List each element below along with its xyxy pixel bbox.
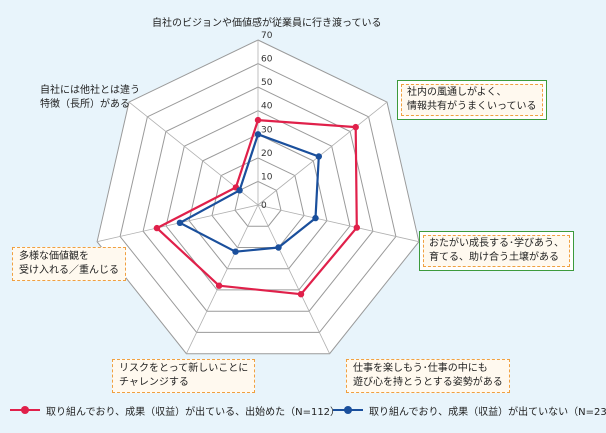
tick-label-50: 50 <box>261 78 273 88</box>
data-point-series-2-axis-0 <box>254 131 262 138</box>
radar-series <box>153 116 360 298</box>
legend-label-series-2: 取り組んでおり、成果（収益）が出ていない（N=236） <box>369 406 606 418</box>
legend-item-series-2: 取り組んでおり、成果（収益）が出ていない（N=236） <box>333 401 606 419</box>
data-point-series-2-axis-5 <box>176 219 184 226</box>
data-point-series-1-axis-1 <box>352 123 359 131</box>
legend-label-series-1: 取り組んでおり、成果（収益）が出ている、出始めた（N=112） <box>46 406 341 418</box>
grid-ring-50 <box>142 86 374 312</box>
grid-ring-10 <box>234 180 282 227</box>
axis-label-communication: 社内の風通しがよく、 情報共有がうまくいっている <box>397 80 547 120</box>
axis-label-vision: 自社のビジョンや価値感が従業員に行き渡っている <box>152 18 382 29</box>
data-point-series-1-axis-4 <box>215 282 223 289</box>
legend-swatch-series-1 <box>10 404 40 416</box>
tick-label-20: 20 <box>261 149 273 159</box>
tick-label-30: 30 <box>261 125 273 135</box>
data-point-series-1-axis-0 <box>254 116 262 124</box>
series-line-2 <box>178 133 320 253</box>
data-point-series-1-axis-2 <box>353 224 360 231</box>
tick-label-70: 70 <box>261 31 273 41</box>
axis-label-playfulness: 仕事を楽しもう･仕事の中にも 遊び心を持とうとする姿勢がある <box>346 359 510 393</box>
grid-ring-30 <box>188 133 328 270</box>
data-point-series-2-axis-3 <box>275 244 282 251</box>
radar-ticks: 0 10 20 30 40 50 60 70 <box>261 31 273 211</box>
data-point-series-1-axis-5 <box>153 224 161 232</box>
data-point-series-2-axis-2 <box>312 214 319 222</box>
data-point-series-2-axis-6 <box>236 187 243 194</box>
grid-ring-20 <box>211 157 305 248</box>
axis-label-growth: おたがい成長する･学びあう、 育てる、助け合う土壌がある <box>419 231 574 271</box>
legend-item-series-1: 取り組んでおり、成果（収益）が出ている、出始めた（N=112） <box>10 401 340 419</box>
tick-label-40: 40 <box>261 102 273 112</box>
spoke-4 <box>186 204 259 354</box>
data-point-series-1-axis-3 <box>297 291 305 298</box>
axis-label-uniqueness: 自社には他社とは違う 特徴（長所）がある <box>40 85 140 110</box>
tick-label-10: 10 <box>261 172 273 182</box>
data-point-series-2-axis-4 <box>232 248 239 255</box>
axis-label-diversity: 多様な価値観を 受け入れる／重んじる <box>12 247 126 281</box>
data-point-series-2-axis-1 <box>315 153 322 160</box>
spoke-1 <box>257 101 388 206</box>
tick-label-60: 60 <box>261 55 273 65</box>
series-line-1 <box>155 118 358 296</box>
grid-ring-60 <box>119 63 397 333</box>
spoke-3 <box>257 204 330 354</box>
spoke-2 <box>257 204 419 243</box>
tick-label-0: 0 <box>261 201 267 211</box>
axis-label-risk-taking: リスクをとって新しいことに チャレンジする <box>112 359 256 393</box>
legend-swatch-series-2 <box>333 404 363 416</box>
